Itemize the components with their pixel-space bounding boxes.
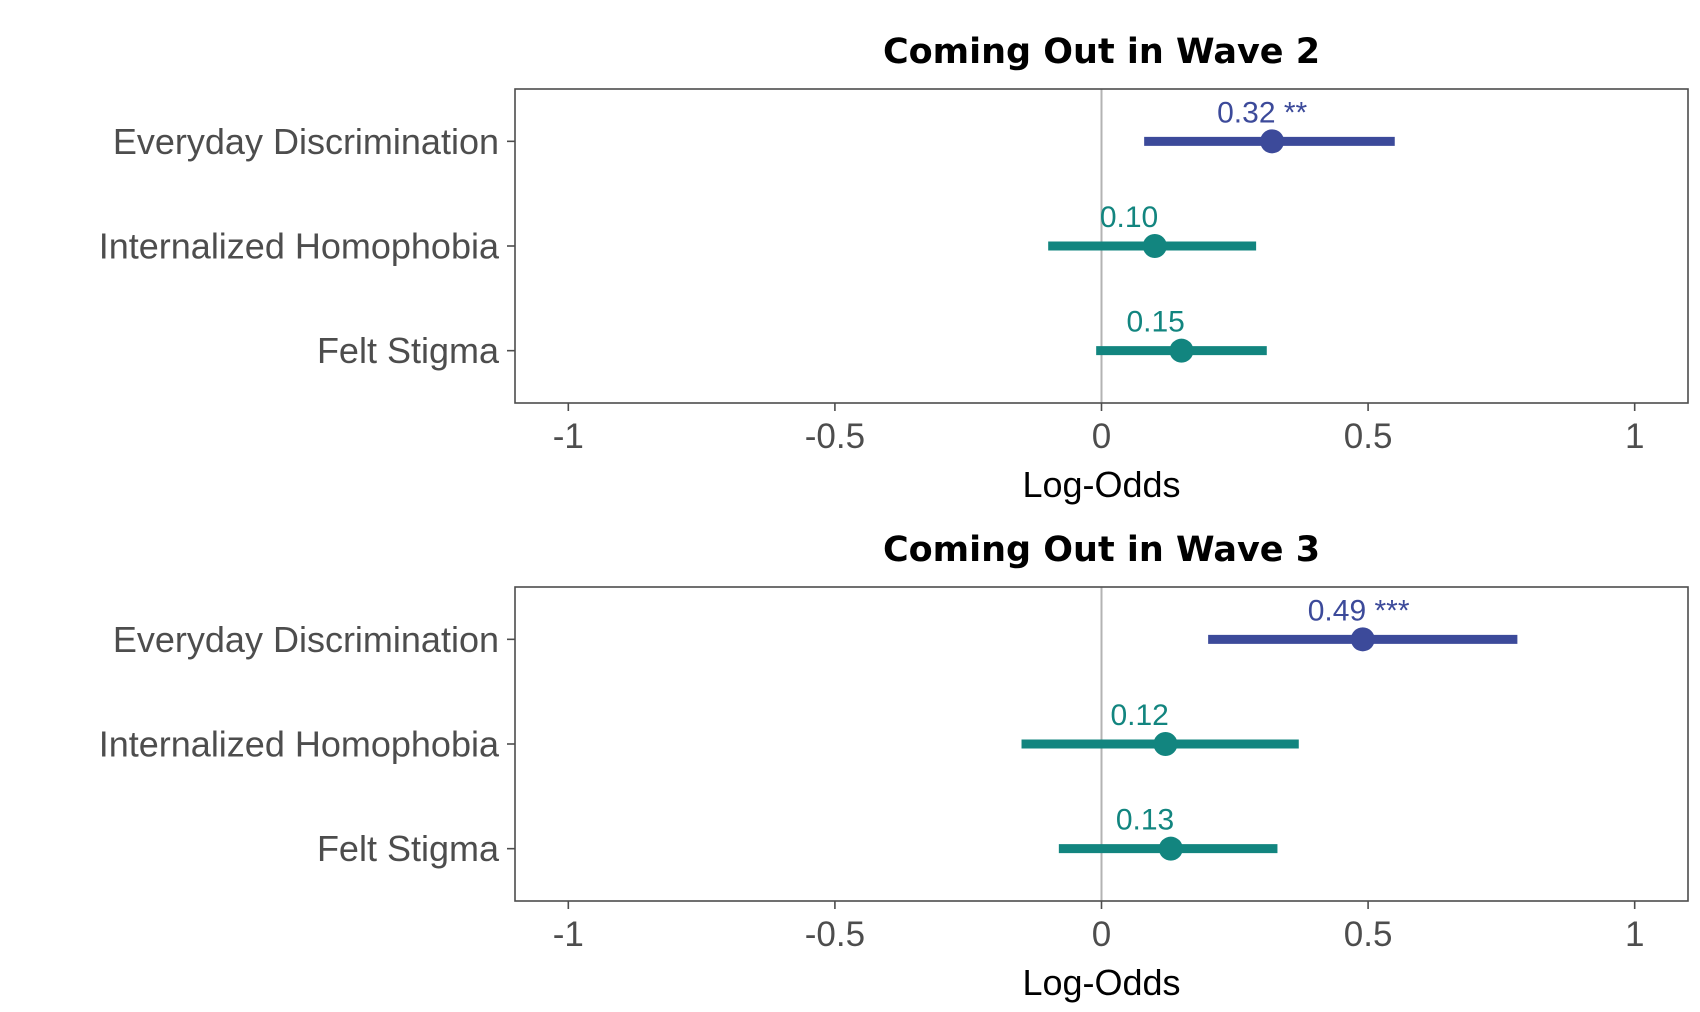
estimate-value-label: 0.49 *** bbox=[1308, 594, 1410, 627]
estimate-point bbox=[1142, 234, 1167, 258]
chart-panel-2: Coming Out in Wave 3 Everyday Discriminat… bbox=[99, 530, 1689, 1003]
y-category-label: Felt Stigma bbox=[317, 330, 500, 371]
estimate-value-label: 0.12 bbox=[1110, 699, 1168, 732]
x-tick-label: 0 bbox=[1092, 417, 1111, 456]
y-category-label: Felt Stigma bbox=[317, 828, 500, 869]
estimate-point bbox=[1158, 836, 1183, 861]
estimate-point bbox=[1153, 732, 1178, 756]
y-category-label: Everyday Discrimination bbox=[113, 121, 499, 162]
x-tick-label: 1 bbox=[1625, 417, 1644, 456]
chart-title: Coming Out in Wave 2 bbox=[883, 32, 1320, 72]
estimate-point bbox=[1260, 129, 1285, 154]
x-tick-label: 0.5 bbox=[1344, 915, 1393, 954]
x-tick-label: 1 bbox=[1625, 915, 1644, 954]
x-tick-label: -1 bbox=[553, 417, 584, 456]
x-tick-label: 0 bbox=[1092, 915, 1111, 954]
y-category-label: Internalized Homophobia bbox=[99, 724, 500, 765]
x-tick-label: -0.5 bbox=[805, 915, 865, 954]
estimate-value-label: 0.10 bbox=[1100, 201, 1158, 234]
estimate-value-label: 0.13 bbox=[1116, 804, 1174, 837]
x-axis-title: Log-Odds bbox=[1022, 962, 1180, 1003]
estimate-point bbox=[1169, 338, 1194, 363]
estimate-point bbox=[1350, 627, 1375, 652]
x-tick-label: 0.5 bbox=[1344, 417, 1393, 456]
x-tick-label: -1 bbox=[553, 915, 584, 954]
estimate-value-label: 0.15 bbox=[1126, 306, 1184, 339]
x-tick-label: -0.5 bbox=[805, 417, 865, 456]
estimate-value-label: 0.32 ** bbox=[1217, 96, 1307, 129]
chart-panel-1: Coming Out in Wave 2 Everyday Discriminat… bbox=[99, 32, 1689, 505]
x-axis-title: Log-Odds bbox=[1022, 464, 1180, 505]
chart-title: Coming Out in Wave 3 bbox=[883, 530, 1320, 570]
y-category-label: Internalized Homophobia bbox=[99, 226, 500, 267]
y-category-label: Everyday Discrimination bbox=[113, 619, 499, 660]
